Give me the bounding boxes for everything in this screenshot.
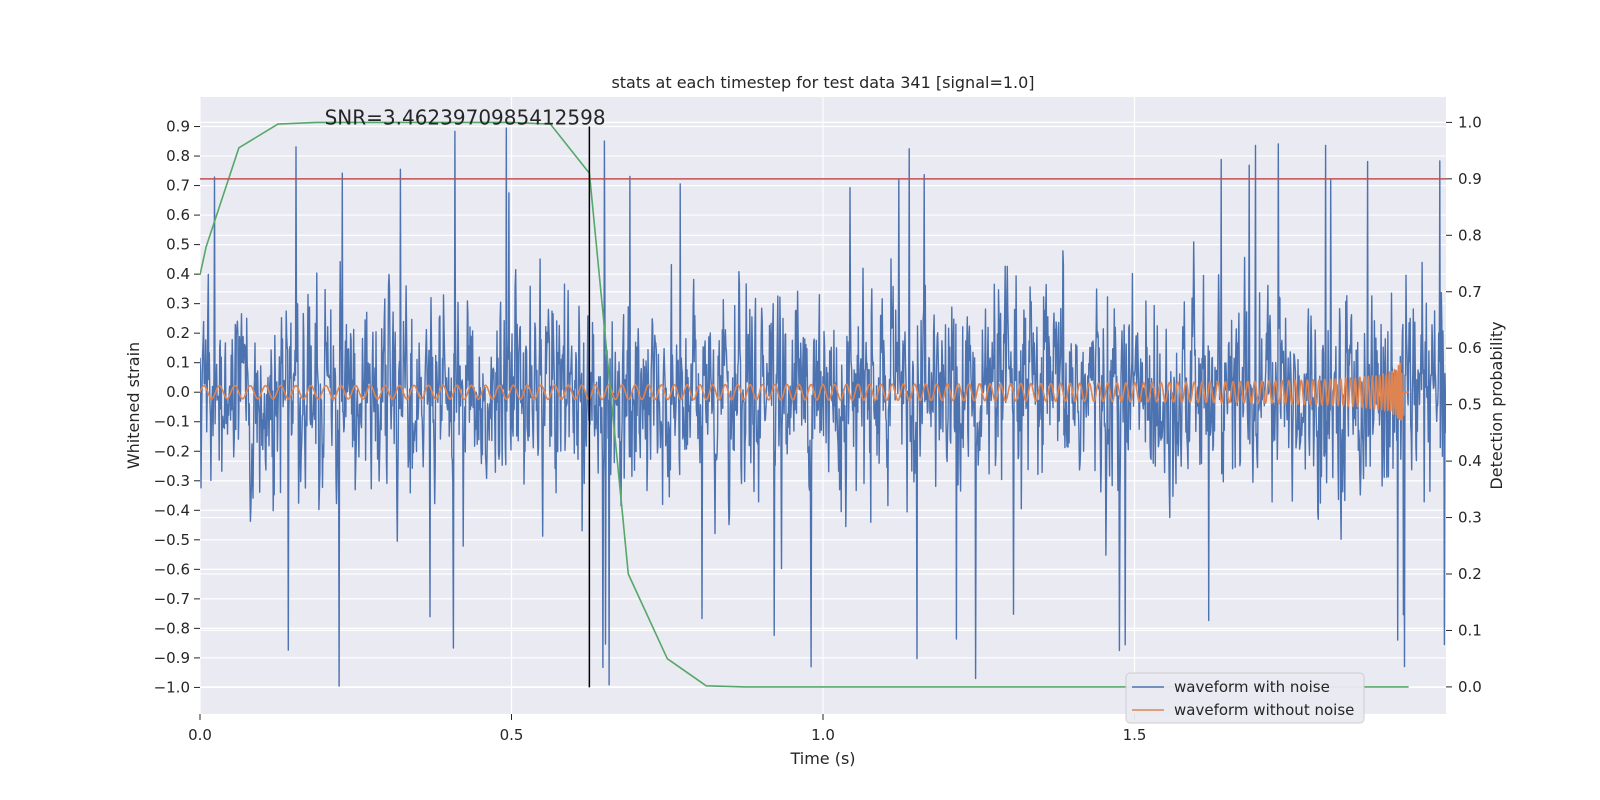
series-line-waveform-without-noise xyxy=(200,362,1409,421)
y-tick-label: −1.0 xyxy=(154,678,190,696)
y-tick-label: −0.5 xyxy=(154,531,190,549)
legend: waveform with noise waveform without nois… xyxy=(1125,672,1365,724)
y-tick-label: 0.4 xyxy=(166,265,190,283)
y-tick-label: 0.8 xyxy=(166,147,190,165)
y2-axis-ticks: 1.0 0.9 0.8 0.7 0.6 0.5 0.4 0.3 0.2 0.1 0.0 xyxy=(1446,113,1482,696)
x-tick-label: 0.5 xyxy=(500,726,524,744)
y-axis-ticks: 0.9 0.8 0.7 0.6 0.5 0.4 0.3 0.2 0.1 0.0 −0.1 −0.2 −0… xyxy=(154,118,200,696)
y-tick-label: 0.0 xyxy=(166,383,190,401)
y2-tick-label: 0.3 xyxy=(1458,509,1482,527)
y2-tick-label: 0.9 xyxy=(1458,170,1482,188)
x-axis-label: Time (s) xyxy=(789,749,855,768)
y-tick-label: −0.9 xyxy=(154,649,190,667)
y-tick-label: 0.6 xyxy=(166,206,190,224)
legend-box xyxy=(1125,672,1365,724)
y-tick-label: −0.6 xyxy=(154,560,190,578)
y-tick-label: 0.3 xyxy=(166,295,190,313)
legend-label: waveform with noise xyxy=(1174,678,1330,696)
y2-tick-label: 0.0 xyxy=(1458,678,1482,696)
y-tick-label: 0.7 xyxy=(166,177,190,195)
y-tick-label: −0.1 xyxy=(154,413,190,431)
series-line-waveform-with-noise xyxy=(200,127,1446,687)
y-tick-label: −0.3 xyxy=(154,472,190,490)
y-tick-label: −0.2 xyxy=(154,442,190,460)
y2-tick-label: 0.7 xyxy=(1458,283,1482,301)
y2-tick-label: 0.8 xyxy=(1458,226,1482,244)
y-tick-label: −0.4 xyxy=(154,501,190,519)
y2-tick-label: 0.4 xyxy=(1458,452,1482,470)
y-tick-label: −0.8 xyxy=(154,619,190,637)
y-tick-label: 0.1 xyxy=(166,354,190,372)
y-tick-label: 0.5 xyxy=(166,236,190,254)
y-axis-label: Whitened strain xyxy=(124,342,143,469)
x-axis-ticks: 0.0 0.5 1.0 1.5 xyxy=(188,714,1146,744)
x-tick-label: 1.5 xyxy=(1123,726,1147,744)
y2-tick-label: 0.2 xyxy=(1458,565,1482,583)
y2-tick-label: 0.5 xyxy=(1458,396,1482,414)
y2-axis-label: Detection probability xyxy=(1487,321,1506,489)
y2-tick-label: 1.0 xyxy=(1458,113,1482,131)
chart-title: stats at each timestep for test data 341… xyxy=(611,73,1034,92)
x-tick-label: 1.0 xyxy=(811,726,835,744)
x-tick-label: 0.0 xyxy=(188,726,212,744)
y2-tick-label: 0.1 xyxy=(1458,621,1482,639)
snr-annotation: SNR=3.4623970985412598 xyxy=(325,106,606,130)
legend-label: waveform without noise xyxy=(1174,701,1354,719)
y-tick-label: 0.2 xyxy=(166,324,190,342)
y2-tick-label: 0.6 xyxy=(1458,339,1482,357)
y-tick-label: −0.7 xyxy=(154,590,190,608)
y-tick-label: 0.9 xyxy=(166,118,190,136)
